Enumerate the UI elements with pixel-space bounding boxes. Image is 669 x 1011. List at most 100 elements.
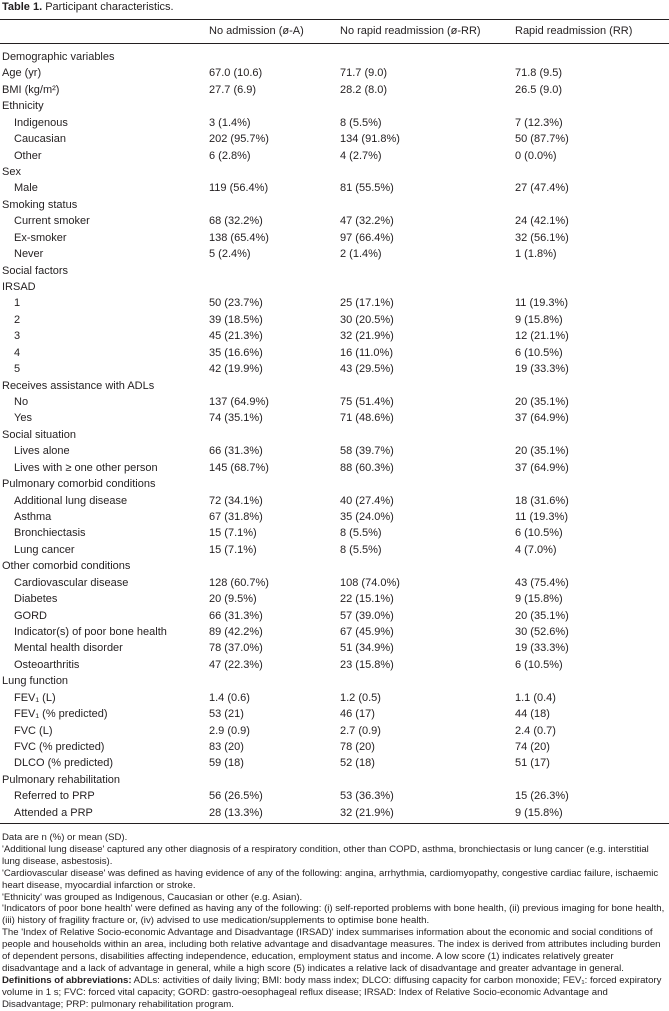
row-label: BMI (kg/m²) xyxy=(2,83,60,96)
section-label: Receives assistance with ADLs xyxy=(2,379,155,392)
row-label: FEV₁ (% predicted) xyxy=(14,708,108,721)
cell: 71.8 (9.5) xyxy=(515,67,563,80)
cell: 26.5 (9.0) xyxy=(515,83,563,96)
row-label: Current smoker xyxy=(14,215,90,228)
cell: 71 (48.6%) xyxy=(340,412,394,425)
cell: 50 (87.7%) xyxy=(515,133,569,146)
rule xyxy=(0,19,669,20)
cell: 43 (75.4%) xyxy=(515,576,569,589)
cell: 67 (45.9%) xyxy=(340,626,394,639)
section-label: IRSAD xyxy=(2,281,36,294)
cell: 32 (56.1%) xyxy=(515,231,569,244)
row-label: Attended a PRP xyxy=(14,806,93,819)
cell: 18 (31.6%) xyxy=(515,494,569,507)
cell: 67 (31.8%) xyxy=(209,511,263,524)
cell: 30 (52.6%) xyxy=(515,626,569,639)
row-label: Bronchiectasis xyxy=(14,527,86,540)
row-label: Cardiovascular disease xyxy=(14,576,129,589)
cell: 89 (42.2%) xyxy=(209,626,263,639)
cell: 42 (19.9%) xyxy=(209,363,263,376)
cell: 40 (27.4%) xyxy=(340,494,394,507)
cell: 58 (39.7%) xyxy=(340,445,394,458)
cell: 128 (60.7%) xyxy=(209,576,269,589)
row-label: Caucasian xyxy=(14,133,66,146)
footnote: 'Cardiovascular disease' was defined as … xyxy=(2,867,659,891)
cell: 20 (9.5%) xyxy=(209,593,257,606)
cell: 78 (20) xyxy=(340,741,375,754)
cell: 71.7 (9.0) xyxy=(340,67,388,80)
cell: 43 (29.5%) xyxy=(340,363,394,376)
section-label: Other comorbid conditions xyxy=(2,560,131,573)
section-label: Lung function xyxy=(2,675,69,688)
cell: 30 (20.5%) xyxy=(340,313,394,326)
cell: 137 (64.9%) xyxy=(209,396,269,409)
cell: 6 (10.5%) xyxy=(515,346,563,359)
cell: 74 (35.1%) xyxy=(209,412,263,425)
cell: 7 (12.3%) xyxy=(515,116,563,129)
cell: 108 (74.0%) xyxy=(340,576,400,589)
cell: 78 (37.0%) xyxy=(209,642,263,655)
section-label: Demographic variables xyxy=(2,51,115,63)
cell: 145 (68.7%) xyxy=(209,461,269,474)
cell: 4 (7.0%) xyxy=(515,543,557,556)
row-label: Yes xyxy=(14,412,32,425)
cell: 35 (24.0%) xyxy=(340,511,394,524)
rule xyxy=(0,823,669,824)
footnote: 'Indicators of poor bone health' were de… xyxy=(2,903,665,927)
cell: 19 (33.3%) xyxy=(515,642,569,655)
cell: 46 (17) xyxy=(340,708,375,721)
table-title: Table 1. Participant characteristics. xyxy=(2,1,174,13)
cell: 1.2 (0.5) xyxy=(340,691,381,704)
cell: 20 (35.1%) xyxy=(515,396,569,409)
cell: 0 (0.0%) xyxy=(515,149,557,162)
cell: 51 (17) xyxy=(515,757,550,770)
cell: 1.1 (0.4) xyxy=(515,691,556,704)
row-label: FVC (L) xyxy=(14,724,53,737)
row-label: 1 xyxy=(14,297,21,310)
cell: 11 (19.3%) xyxy=(515,511,568,524)
cell: 119 (56.4%) xyxy=(209,182,269,195)
cell: 35 (16.6%) xyxy=(209,346,263,359)
row-label: Referred to PRP xyxy=(14,790,95,803)
footnote: The 'Index of Relative Socio-economic Ad… xyxy=(2,927,661,974)
cell: 47 (22.3%) xyxy=(209,658,263,671)
rule xyxy=(0,43,669,44)
cell: 27 (47.4%) xyxy=(515,182,569,195)
cell: 1 (1.8%) xyxy=(515,248,557,261)
cell: 134 (91.8%) xyxy=(340,133,400,146)
section-label: Social factors xyxy=(2,264,69,277)
cell: 22 (15.1%) xyxy=(340,593,394,606)
cell: 47 (32.2%) xyxy=(340,215,394,228)
column-header: Rapid readmission (RR) xyxy=(515,25,633,37)
cell: 2.7 (0.9) xyxy=(340,724,381,737)
footnotes: Data are n (%) or mean (SD). 'Additional … xyxy=(2,832,666,1011)
cell: 25 (17.1%) xyxy=(340,297,394,310)
row-label: Other xyxy=(14,149,42,162)
cell: 202 (95.7%) xyxy=(209,133,269,146)
cell: 138 (65.4%) xyxy=(209,231,269,244)
cell: 66 (31.3%) xyxy=(209,445,263,458)
cell: 15 (7.1%) xyxy=(209,527,257,540)
row-label: No xyxy=(14,396,29,409)
cell: 8 (5.5%) xyxy=(340,527,382,540)
row-label: Lives alone xyxy=(14,445,70,458)
cell: 53 (21) xyxy=(209,708,244,721)
cell: 51 (34.9%) xyxy=(340,642,394,655)
row-label: Male xyxy=(14,182,38,195)
row-label: Never xyxy=(14,248,44,261)
cell: 4 (2.7%) xyxy=(340,149,382,162)
cell: 83 (20) xyxy=(209,741,244,754)
row-label: Age (yr) xyxy=(2,67,42,80)
definitions-label: Definitions of abbreviations: xyxy=(2,974,132,986)
cell: 39 (18.5%) xyxy=(209,313,263,326)
cell: 15 (7.1%) xyxy=(209,543,257,556)
section-label: Pulmonary rehabilitation xyxy=(2,773,121,786)
cell: 27.7 (6.9) xyxy=(209,83,257,96)
row-label: FEV₁ (L) xyxy=(14,691,56,704)
footnote: Data are n (%) or mean (SD). xyxy=(2,832,128,843)
table-label: Table 1. xyxy=(2,1,43,13)
cell: 24 (42.1%) xyxy=(515,215,569,228)
row-label: Asthma xyxy=(14,511,52,524)
cell: 2 (1.4%) xyxy=(340,248,382,261)
cell: 37 (64.9%) xyxy=(515,461,569,474)
